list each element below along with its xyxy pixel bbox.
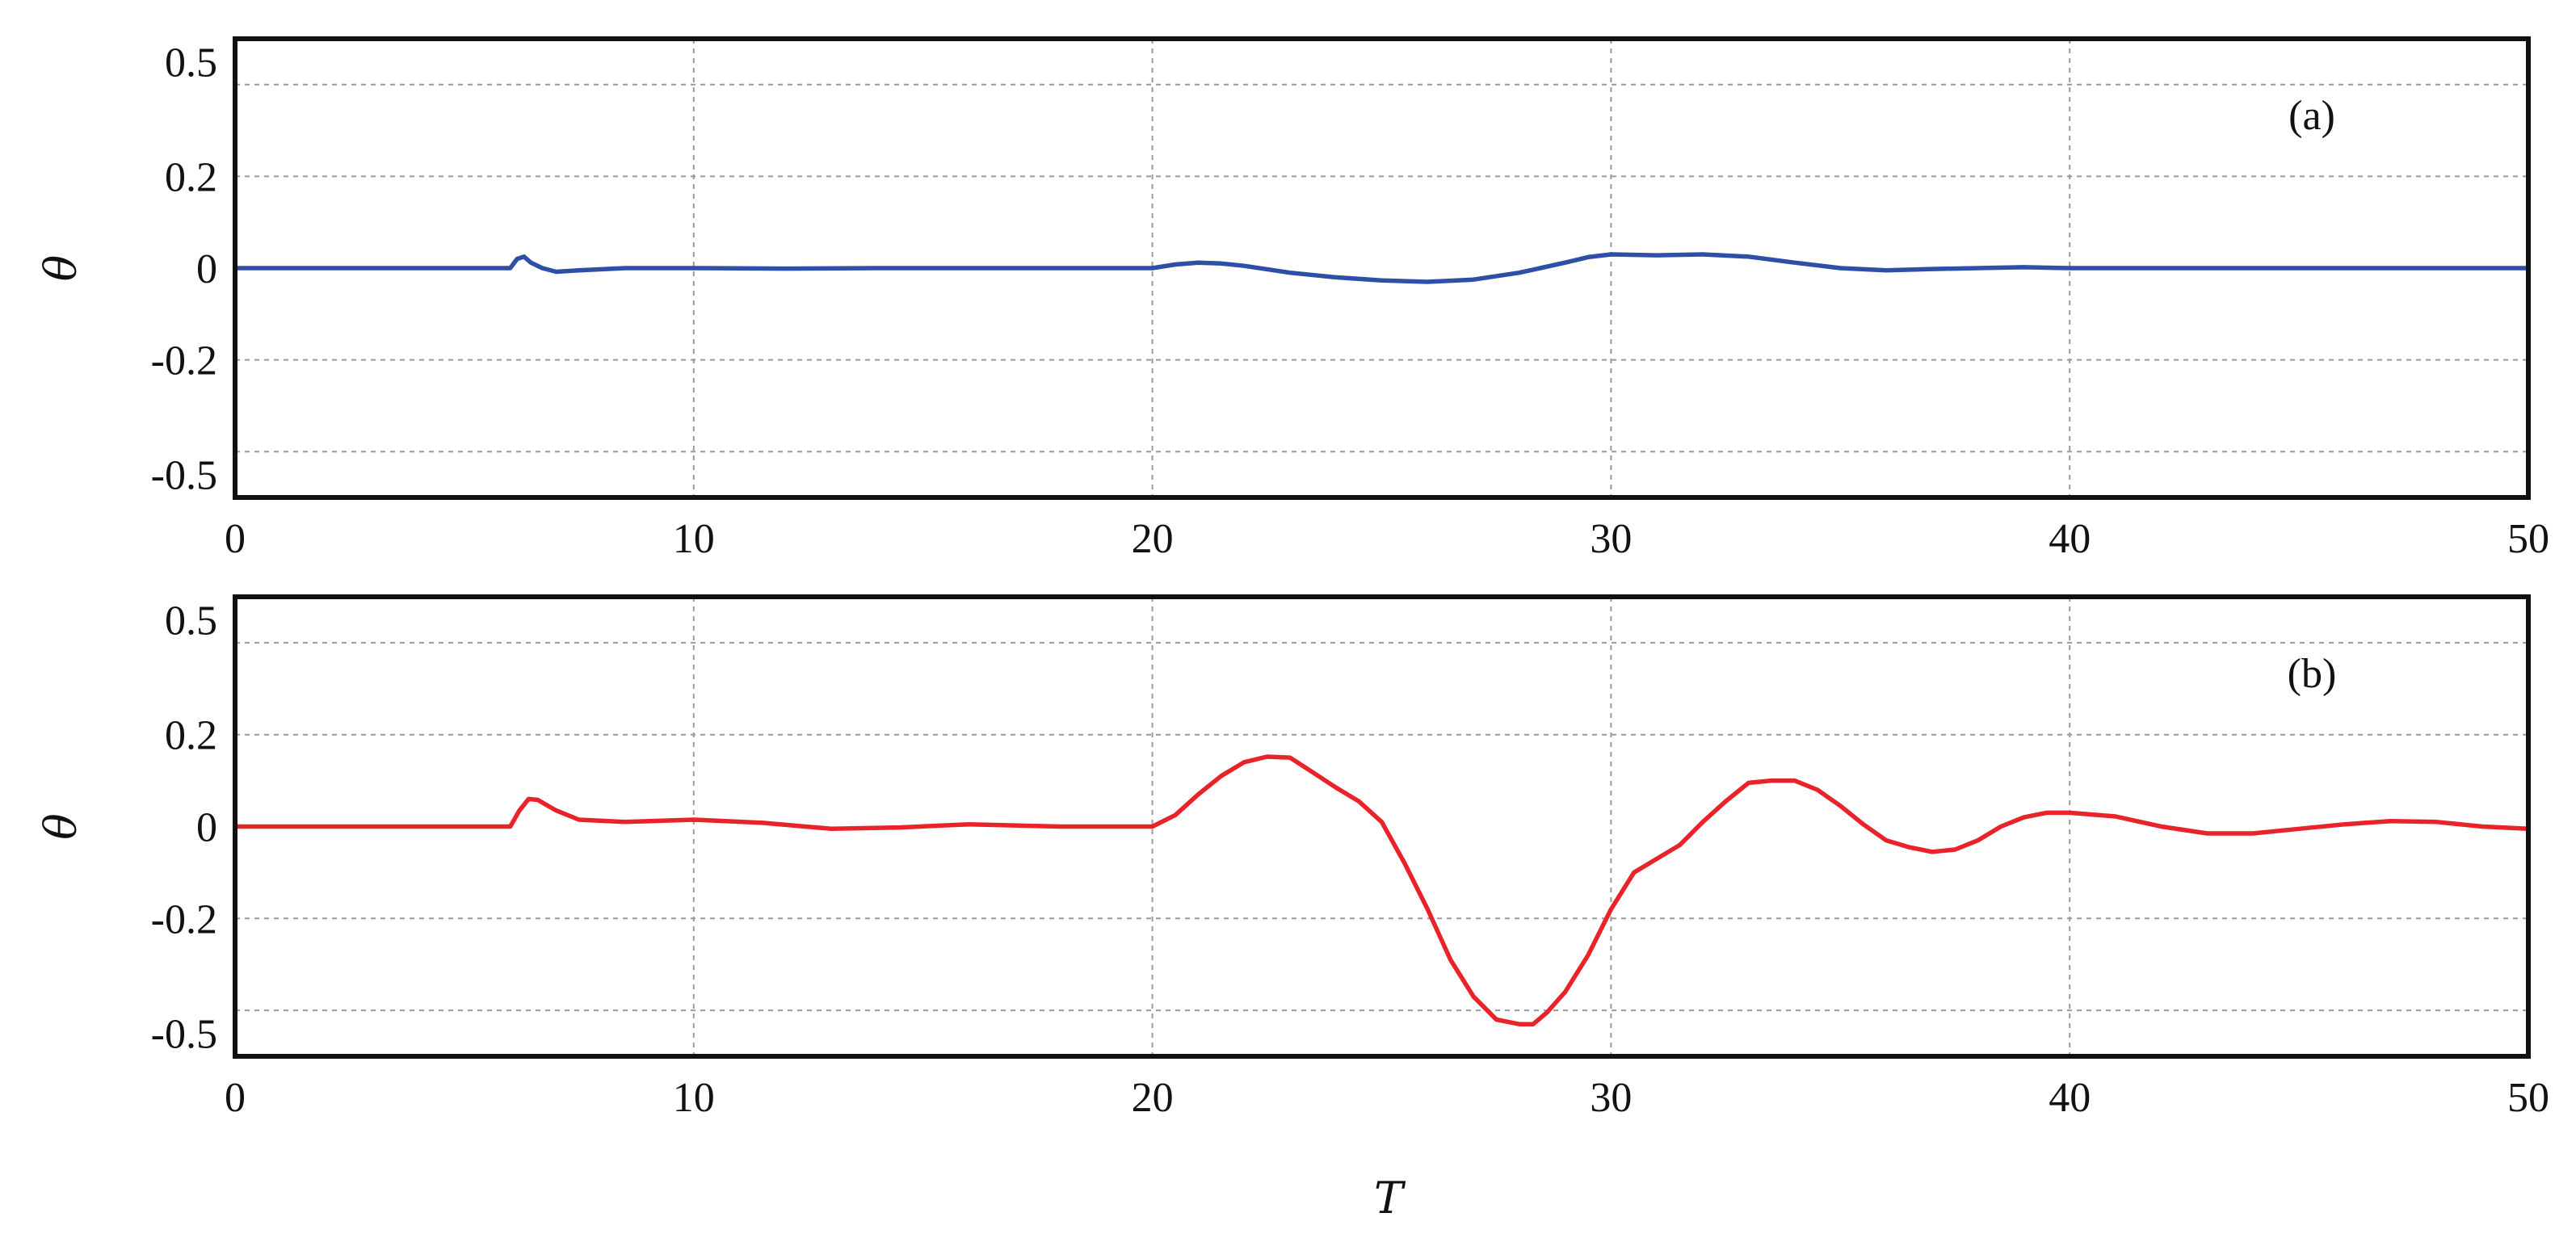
y-tick-label: 0.2 <box>165 713 217 759</box>
y-tick-label: -0.5 <box>151 1012 217 1058</box>
x-tick-label: 40 <box>2049 1075 2091 1121</box>
y-tick-label: 0 <box>196 246 217 292</box>
x-tick-label: 40 <box>2049 516 2091 562</box>
panel-b: 0 10 20 30 40 50 0.5 0.2 0 -0.2 -0.5 θ (b) <box>36 594 2549 1121</box>
y-tick-label: 0 <box>196 805 217 851</box>
x-tick-label: 30 <box>1590 516 1632 562</box>
y-tick-label: 0.2 <box>165 154 217 200</box>
x-tick-label: 20 <box>1132 1075 1174 1121</box>
plot-frame <box>233 36 2531 500</box>
series-line <box>233 252 2531 284</box>
x-tick-label: 50 <box>2507 1075 2549 1121</box>
x-tick-label: 0 <box>225 1075 246 1121</box>
y-tick-label: -0.5 <box>151 453 217 499</box>
plot-frame <box>233 594 2531 1059</box>
panel-a: 0 10 20 30 40 50 0.5 0.2 0 -0.2 -0.5 θ (a) <box>36 36 2549 562</box>
x-tick-label: 0 <box>225 516 246 562</box>
x-tick-label: 10 <box>673 1075 715 1121</box>
x-tick-label: 20 <box>1132 516 1174 562</box>
x-tick-label: 50 <box>2507 516 2549 562</box>
y-axis-label: θ <box>36 255 86 282</box>
y-tick-label: -0.2 <box>151 338 217 384</box>
panel-tag: (b) <box>2288 651 2337 697</box>
y-tick-label: -0.2 <box>151 896 217 942</box>
series-line <box>233 754 2531 1026</box>
y-tick-label: 0.5 <box>165 40 217 86</box>
panel-tag: (a) <box>2288 93 2335 139</box>
y-axis-label: θ <box>36 813 86 840</box>
x-tick-label: 30 <box>1590 1075 1632 1121</box>
x-axis-label: T <box>1374 1173 1406 1223</box>
y-tick-label: 0.5 <box>165 598 217 644</box>
x-tick-label: 10 <box>673 516 715 562</box>
